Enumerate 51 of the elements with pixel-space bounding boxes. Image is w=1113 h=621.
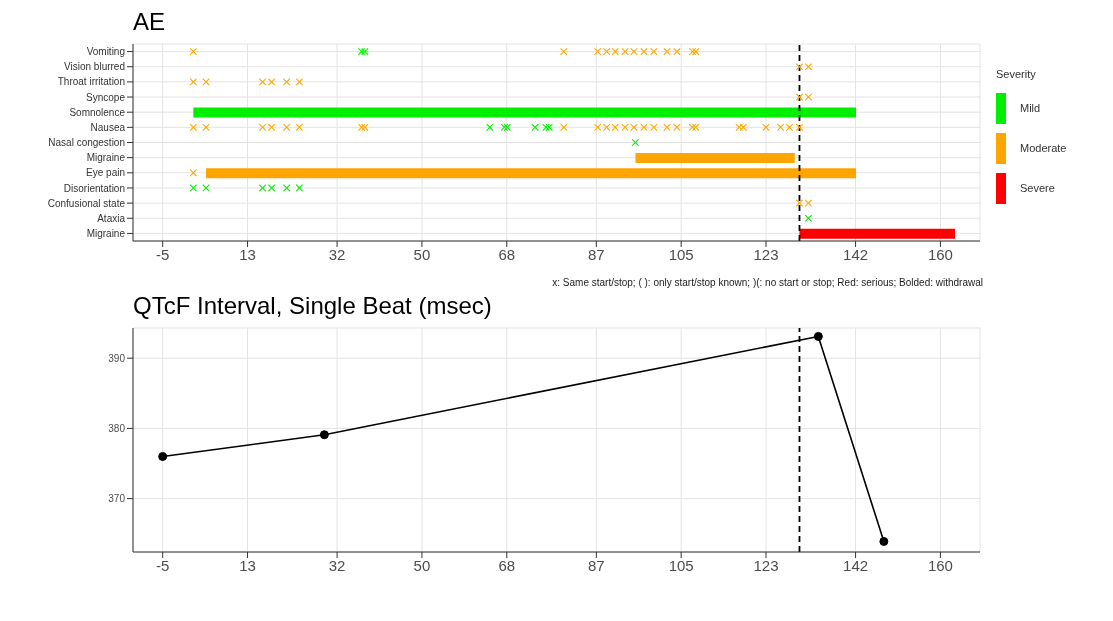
text: Mild: [1020, 102, 1041, 114]
x-tick-label: 50: [413, 556, 431, 574]
chart-title: QTcF Interval, Single Beat (msec): [133, 292, 493, 321]
y-tick-label: Syncope: [86, 91, 126, 103]
y-tick-label: Nasal congestion: [48, 137, 125, 149]
x-tick-label: 105: [668, 245, 694, 263]
x-tick-label: 32: [328, 245, 346, 263]
text: Severe: [1020, 182, 1055, 194]
x-tick-label: -5: [156, 245, 170, 263]
x-tick-label: 142: [843, 245, 869, 263]
y-tick-label: Migraine: [86, 152, 126, 164]
y-tick-label: 370: [108, 493, 126, 505]
y-tick-label: Migraine: [86, 227, 126, 239]
legend-title: Severity: [996, 68, 1037, 80]
text: x: Same start/stop; ( ): only start/stop known; )(: no start or stop; Red: serious; Bolded: withdrawal: [551, 277, 983, 288]
x-tick-label: 123: [753, 245, 779, 263]
x-tick-label: 123: [753, 556, 779, 574]
x-tick-label: 105: [668, 556, 694, 574]
y-tick-label: Vomiting: [86, 46, 125, 58]
point: [319, 430, 329, 440]
point: [813, 331, 823, 341]
y-tick-label: Ataxia: [97, 212, 126, 224]
x-tick-label: 32: [328, 556, 346, 574]
x-tick-label: 13: [239, 245, 256, 263]
y-tick-label: Disorientation: [63, 182, 125, 194]
x-tick-label: 87: [587, 245, 605, 263]
x-tick-label: 160: [927, 245, 953, 263]
x-tick-label: -5: [156, 556, 170, 574]
x-tick-label: 68: [498, 556, 516, 574]
x-tick-label: 13: [239, 556, 256, 574]
bar: [206, 168, 857, 179]
x-tick-label: 68: [498, 245, 516, 263]
x-tick-label: 50: [413, 245, 431, 263]
x-tick-label: 160: [927, 556, 953, 574]
y-tick-label: 380: [108, 422, 126, 434]
point: [158, 452, 168, 461]
x-tick-label: 142: [843, 556, 869, 574]
bar: [635, 153, 795, 164]
bar: [799, 228, 956, 239]
y-tick-label: Somnolence: [69, 106, 126, 118]
bar: [193, 107, 857, 118]
point: [879, 536, 889, 546]
text: Moderate: [1020, 142, 1067, 154]
y-tick-label: Vision blurred: [64, 61, 125, 73]
y-tick-label: Eye pain: [86, 167, 125, 179]
y-tick-label: 390: [108, 352, 126, 364]
chart-title: AE: [133, 8, 166, 37]
y-tick-label: Throat irritation: [57, 76, 125, 88]
y-tick-label: Nausea: [90, 121, 126, 133]
y-tick-label: Confusional state: [47, 197, 126, 209]
x-tick-label: 87: [587, 556, 605, 574]
